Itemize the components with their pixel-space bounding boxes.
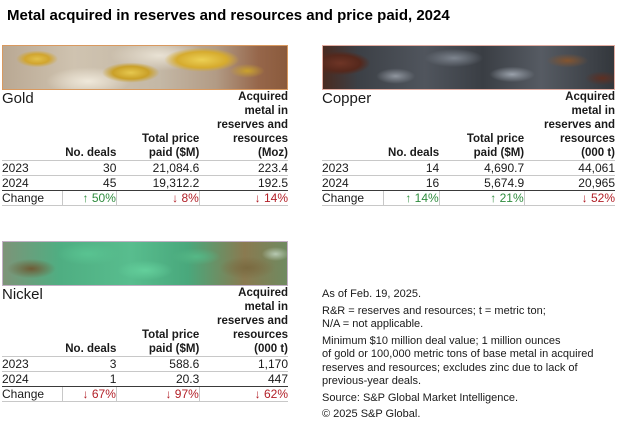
price-value: 19,312.2	[116, 175, 200, 191]
deals-value: 3	[62, 356, 117, 372]
price-value: 21,084.6	[116, 160, 200, 176]
metal-rr-value: 1,170	[199, 356, 288, 372]
row-label: 2024	[2, 175, 63, 191]
gold-header-row: Gold No. deals Total price paid ($M) Acq…	[2, 90, 288, 161]
change-row: Change ↑ 14% ↑ 21% ↓ 52%	[322, 190, 615, 206]
deals-value: 30	[62, 160, 117, 176]
col-header-deals: No. deals	[62, 90, 117, 161]
col-header-deals: No. deals	[62, 286, 117, 357]
table-row-2023: 2023 3 588.6 1,170	[2, 356, 288, 372]
nickel-ore-photo	[2, 241, 288, 286]
metal-rr-change: ↓ 62%	[198, 386, 288, 402]
row-label: 2023	[2, 160, 63, 176]
row-label: 2024	[322, 175, 384, 191]
change-row: Change ↓ 67% ↓ 97% ↓ 62%	[2, 386, 288, 402]
row-label: 2023	[322, 160, 384, 176]
table-row-2024: 2024 16 5,674.9 20,965	[322, 175, 615, 191]
col-header-price: Total price paid ($M)	[116, 90, 200, 161]
metal-rr-value: 20,965	[524, 175, 615, 191]
as-of-note: As of Feb. 19, 2025.	[322, 288, 422, 300]
price-value: 5,674.9	[439, 175, 525, 191]
change-row: Change ↑ 50% ↓ 8% ↓ 14%	[2, 190, 288, 206]
copyright-note: © 2025 S&P Global.	[322, 408, 421, 420]
row-label: Change	[2, 190, 63, 206]
gold-ore-photo	[2, 45, 288, 90]
row-label: Change	[2, 386, 63, 402]
price-value: 20.3	[116, 371, 200, 387]
metal-rr-change: ↓ 52%	[523, 190, 615, 206]
price-change: ↓ 97%	[115, 386, 200, 402]
col-header-deals: No. deals	[383, 90, 440, 161]
footnotes: As of Feb. 19, 2025. R&R = reserves and …	[322, 288, 618, 425]
copper-ore-photo	[322, 45, 615, 90]
abbreviations-note: R&R = reserves and resources; t = metric…	[322, 304, 546, 331]
col-header-price: Total price paid ($M)	[439, 90, 525, 161]
copper-header-row: Copper No. deals Total price paid ($M) A…	[322, 90, 615, 161]
copper-table: Copper No. deals Total price paid ($M) A…	[322, 90, 615, 206]
price-value: 588.6	[116, 356, 200, 372]
gold-table: Gold No. deals Total price paid ($M) Acq…	[2, 90, 288, 206]
methodology-note: Minimum $10 million deal value; 1 millio…	[322, 334, 594, 388]
table-row-2023: 2023 14 4,690.7 44,061	[322, 160, 615, 176]
table-row-2024: 2024 1 20.3 447	[2, 371, 288, 387]
nickel-card: Nickel No. deals Total price paid ($M) A…	[2, 241, 288, 402]
deals-value: 45	[62, 175, 117, 191]
row-label: Change	[322, 190, 384, 206]
metal-name-gold: Gold	[2, 90, 63, 161]
deals-value: 14	[383, 160, 440, 176]
table-row-2023: 2023 30 21,084.6 223.4	[2, 160, 288, 176]
source-note: Source: S&P Global Market Intelligence.	[322, 391, 519, 404]
gold-card: Gold No. deals Total price paid ($M) Acq…	[2, 45, 288, 206]
col-header-metal-rr: Acquired metal in reserves and resources…	[199, 286, 288, 357]
metal-rr-value: 447	[199, 371, 288, 387]
metal-rr-value: 44,061	[524, 160, 615, 176]
metal-name-copper: Copper	[322, 90, 384, 161]
nickel-header-row: Nickel No. deals Total price paid ($M) A…	[2, 286, 288, 357]
price-change: ↑ 21%	[438, 190, 525, 206]
nickel-table: Nickel No. deals Total price paid ($M) A…	[2, 286, 288, 402]
metal-rr-value: 192.5	[199, 175, 288, 191]
row-label: 2023	[2, 356, 63, 372]
col-header-price: Total price paid ($M)	[116, 286, 200, 357]
deals-change: ↑ 14%	[383, 190, 440, 206]
deals-value: 16	[383, 175, 440, 191]
deals-change: ↓ 67%	[61, 386, 117, 402]
col-header-metal-rr: Acquired metal in reserves and resources…	[199, 90, 288, 161]
metal-name-nickel: Nickel	[2, 286, 63, 357]
metal-rr-value: 223.4	[199, 160, 288, 176]
col-header-metal-rr: Acquired metal in reserves and resources…	[524, 90, 615, 161]
price-value: 4,690.7	[439, 160, 525, 176]
deals-value: 1	[62, 371, 117, 387]
price-change: ↓ 8%	[115, 190, 200, 206]
metal-rr-change: ↓ 14%	[198, 190, 288, 206]
copper-card: Copper No. deals Total price paid ($M) A…	[322, 45, 615, 206]
row-label: 2024	[2, 371, 63, 387]
deals-change: ↑ 50%	[61, 190, 117, 206]
table-row-2024: 2024 45 19,312.2 192.5	[2, 175, 288, 191]
page-title: Metal acquired in reserves and resources…	[7, 7, 450, 24]
